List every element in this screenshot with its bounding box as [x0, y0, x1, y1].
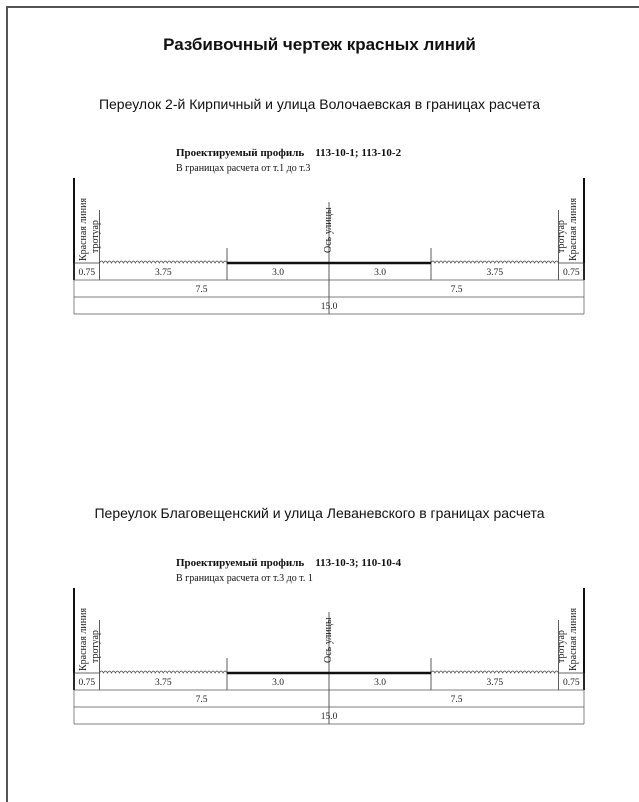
cross-section-profile-2: 0.75 3.75 3.0 3.0 3.75 0.75 7.5 7.5 15.0 Красная … [70, 584, 590, 729]
profile-subtitle-1: В границах расчета от т.1 до т.3 [176, 163, 310, 174]
segment-dimension-label: 3.0 [272, 678, 284, 688]
segment-dimension-label: 0.75 [563, 268, 580, 278]
half-width-label: 7.5 [196, 285, 208, 295]
sidewalk-label-left: тротуар [90, 630, 101, 663]
street-title-2: Переулок Благовещенский и улица Леваневс… [0, 505, 639, 521]
sidewalk-label-left: тротуар [90, 220, 101, 253]
street-title-1: Переулок 2-й Кирпичный и улица Волочаевс… [0, 96, 639, 112]
total-width-label: 15.0 [321, 302, 338, 312]
segment-dimension-label: 3.75 [155, 678, 172, 688]
total-width-label: 15.0 [321, 712, 338, 722]
profile-title-1: Проектируемый профиль 113-10-1; 113-10-2 [176, 147, 401, 159]
green-strip-left [100, 671, 228, 673]
segment-dimension-label: 3.0 [374, 678, 386, 688]
green-strip-left [100, 261, 228, 263]
half-width-label: 7.5 [196, 695, 208, 705]
red-line-label-left: Красная линия [78, 198, 89, 261]
document-title: Разбивочный чертеж красных линий [0, 35, 639, 55]
green-strip-right [431, 261, 559, 263]
street-axis-label: Ось улицы [323, 207, 334, 253]
half-width-label: 7.5 [451, 695, 463, 705]
segment-dimension-label: 3.75 [486, 268, 503, 278]
sidewalk-label-right: тротуар [556, 220, 567, 253]
profile-subtitle-2: В границах расчета от т.3 до т. 1 [176, 573, 313, 584]
profile-title-2: Проектируемый профиль 113-10-3; 110-10-4 [176, 557, 401, 569]
half-width-label: 7.5 [451, 285, 463, 295]
red-line-label-right: Красная линия [568, 608, 579, 671]
segment-dimension-label: 3.0 [374, 268, 386, 278]
segment-dimension-label: 0.75 [78, 268, 95, 278]
segment-dimension-label: 3.0 [272, 268, 284, 278]
red-line-label-left: Красная линия [78, 608, 89, 671]
segment-dimension-label: 0.75 [78, 678, 95, 688]
segment-dimension-label: 3.75 [155, 268, 172, 278]
red-line-label-right: Красная линия [568, 198, 579, 261]
segment-dimension-label: 3.75 [486, 678, 503, 688]
sidewalk-label-right: тротуар [556, 630, 567, 663]
cross-section-profile-1: 0.75 3.75 3.0 3.0 3.75 0.75 7.5 7.5 15.0 Красная … [70, 174, 590, 319]
street-axis-label: Ось улицы [323, 617, 334, 663]
green-strip-right [431, 671, 559, 673]
segment-dimension-label: 0.75 [563, 678, 580, 688]
